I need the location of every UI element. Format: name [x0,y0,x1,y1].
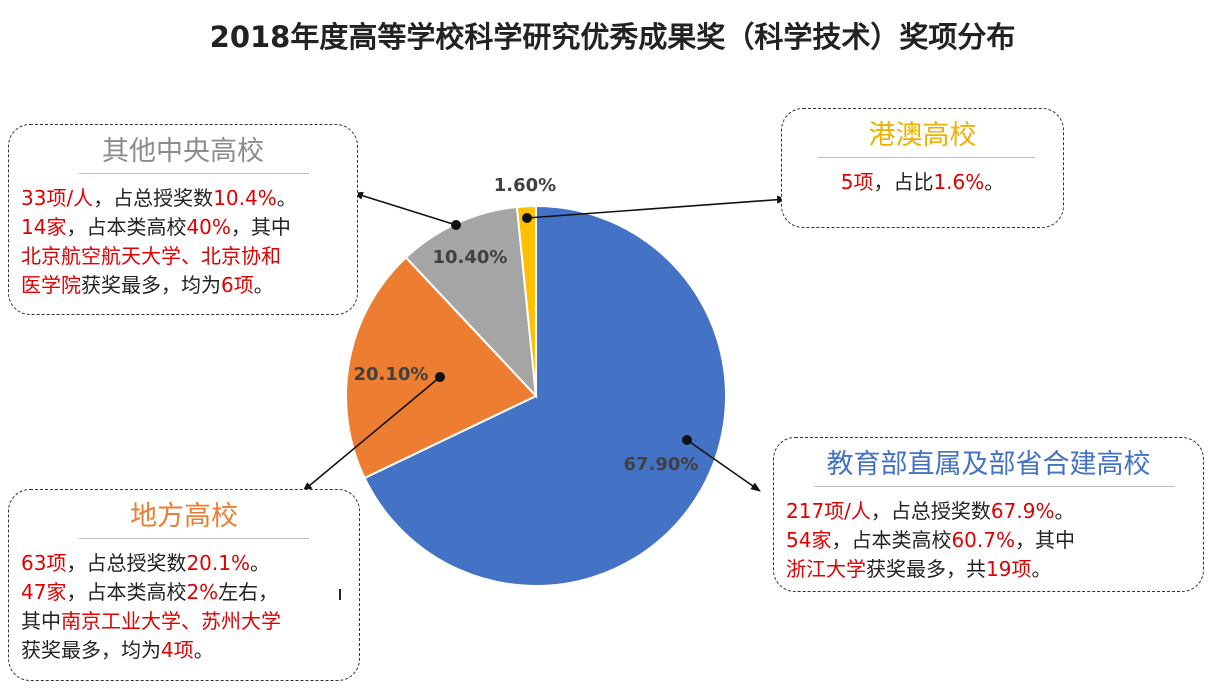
callout-box-moe: 教育部直属及部省合建高校 217项/人，占总授奖数67.9%。 54家，占本类高校… [773,437,1204,592]
callout-divider [814,486,1175,487]
callout-line: 33项/人，占总授奖数10.4%。 [21,184,345,213]
chart-title: 2018年度高等学校科学研究优秀成果奖（科学技术）奖项分布 [209,20,1016,54]
callout-box-hk-macau: 港澳高校 5项，占比1.6%。 [781,108,1064,228]
connector-local [302,376,441,492]
callout-line: 217项/人，占总授奖数67.9%。 [786,497,1191,526]
data-label-moe: 67.90% [624,454,699,475]
callout-box-local: 地方高校 63项，占总授奖数20.1%。 47家，占本类高校2%左右， 其中南京工业… [8,489,360,681]
callout-text: ，占总授奖数 [93,186,214,210]
highlight-text: 5项 [840,170,874,194]
callout-body-moe: 217项/人，占总授奖数67.9%。 54家，占本类高校60.7%，其中 浙江大学获… [774,497,1203,584]
callout-text: ，占比 [873,170,934,194]
connector-hk-macau-dot [522,213,532,223]
callout-text: ，占本类高校 [66,215,187,239]
highlight-text: 14家 [21,215,67,239]
callout-text: 。 [253,273,274,297]
highlight-text: 10.4% [213,186,277,210]
callout-text: ，占总授奖数 [870,499,991,523]
connector-local-dot [435,372,445,382]
highlight-text: 4项 [161,638,194,662]
callout-line: 浙江大学获奖最多，共19项。 [786,555,1191,584]
callout-heading-local: 地方高校 [130,501,238,532]
callout-text: 其中 [21,609,61,633]
callout-text: 获奖最多，均为 [81,273,221,297]
callout-text: 。 [276,186,297,210]
highlight-text: 北京航空航天大学、北京协和 [21,244,281,268]
callout-heading-moe: 教育部直属及部省合建高校 [826,449,1151,480]
highlight-text: 6项 [221,273,254,297]
highlight-text: 217项/人 [786,499,871,523]
callout-line: 14家，占本类高校40%，其中 [21,213,345,242]
callout-text: ，占总授奖数 [66,551,187,575]
connector-other-central-dot [451,220,461,230]
callout-line: 47家，占本类高校2%左右， [21,578,347,607]
pie-slice-moe [363,204,727,587]
highlight-text: 67.9% [990,499,1055,523]
highlight-text: 1.6% [933,170,985,194]
callout-text: ，其中 [1015,528,1075,552]
callout-text: 。 [193,638,214,662]
highlight-text: 60.7% [951,528,1015,552]
data-label-local: 20.10% [354,364,429,385]
callout-text: 。 [1031,557,1052,581]
callout-line: 获奖最多，均为4项。 [21,636,347,665]
callout-line: 其中南京工业大学、苏州大学 [21,607,347,636]
callout-divider [818,157,1035,158]
callout-body-hk-macau: 5项，占比1.6%。 [782,168,1063,197]
connector-moe [686,439,761,492]
highlight-text: 20.1% [186,551,250,575]
callout-text: 。 [1054,499,1075,523]
connector-moe-dot [682,435,692,445]
callout-box-other-central: 其他中央高校 33项/人，占总授奖数10.4%。 14家，占本类高校40%，其中北… [8,124,358,315]
callout-text: 。 [984,170,1005,194]
callout-text: 左右， [218,580,279,604]
callout-line: 54家，占本类高校60.7%，其中 [786,526,1191,555]
highlight-text: 40% [186,215,231,239]
callout-text: ，其中 [230,215,291,239]
callout-text: 获奖最多，均为 [21,638,161,662]
highlight-text: 浙江大学 [786,557,866,581]
data-label-hk-macau: 1.60% [494,175,556,196]
text-cursor-mark [339,589,341,600]
highlight-text: 19项 [986,557,1032,581]
callout-text: ，占本类高校 [831,528,952,552]
highlight-text: 33项/人 [21,186,94,210]
callout-text: 。 [250,551,270,575]
highlight-text: 47家 [21,580,67,604]
pie-slice-local [345,256,538,480]
highlight-text: 63项 [21,551,67,575]
highlight-text: 2% [186,580,219,604]
pie-slice-hk-macau [515,204,537,397]
callout-line: 63项，占总授奖数20.1%。 [21,549,347,578]
highlight-text: 南京工业大学、苏州大学 [61,609,281,633]
callout-body-other-central: 33项/人，占总授奖数10.4%。 14家，占本类高校40%，其中 北京航空航天大学… [9,184,357,300]
highlight-text: 医学院 [21,273,81,297]
callout-body-local: 63项，占总授奖数20.1%。 47家，占本类高校2%左右， 其中南京工业大学、苏州… [9,549,359,665]
callout-heading-hk-macau: 港澳高校 [868,120,977,151]
callout-line: 医学院获奖最多，均为6项。 [21,271,345,300]
connector-other-central [353,191,457,226]
highlight-text: 54家 [786,528,832,552]
callout-text: ，占本类高校 [66,580,187,604]
data-label-other-central: 10.40% [433,247,508,268]
callout-line: 北京航空航天大学、北京协和 [21,242,345,271]
callout-line: 5项，占比1.6%。 [782,168,1063,197]
connector-hk-macau [526,195,787,219]
callout-divider [79,538,309,539]
callout-heading-other-central: 其他中央高校 [102,136,264,167]
callout-text: 获奖最多，共 [866,557,986,581]
callout-divider [79,173,309,174]
